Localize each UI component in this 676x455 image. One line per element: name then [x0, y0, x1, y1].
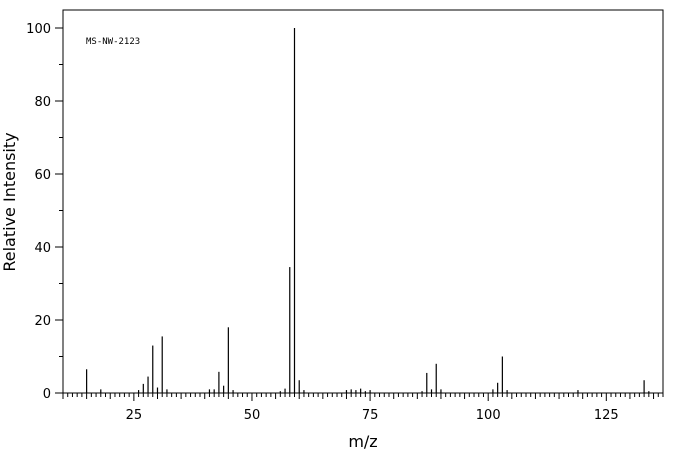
x-tick-label: 50 — [244, 408, 261, 423]
y-tick-label: 100 — [26, 22, 51, 37]
x-tick-label: 100 — [476, 408, 501, 423]
y-tick-label: 60 — [34, 168, 51, 183]
y-tick-label: 40 — [34, 241, 51, 256]
y-tick-label: 80 — [34, 95, 51, 110]
spectrum-peaks — [86, 28, 650, 393]
spectrum-annotation: MS-NW-2123 — [86, 37, 140, 47]
y-tick-label: 0 — [43, 387, 51, 402]
x-axis-title: m/z — [348, 432, 377, 451]
x-axis-ticks: 25 50 75 100 125 — [62, 393, 664, 423]
x-tick-label: 25 — [126, 408, 143, 423]
x-tick-label: 125 — [594, 408, 619, 423]
plot-frame — [62, 9, 664, 394]
y-tick-label: 20 — [34, 314, 51, 329]
x-tick-label: 75 — [362, 408, 379, 423]
y-axis-title: Relative Intensity — [0, 132, 19, 271]
y-axis-ticks: 0 20 40 60 80 100 — [26, 22, 63, 402]
